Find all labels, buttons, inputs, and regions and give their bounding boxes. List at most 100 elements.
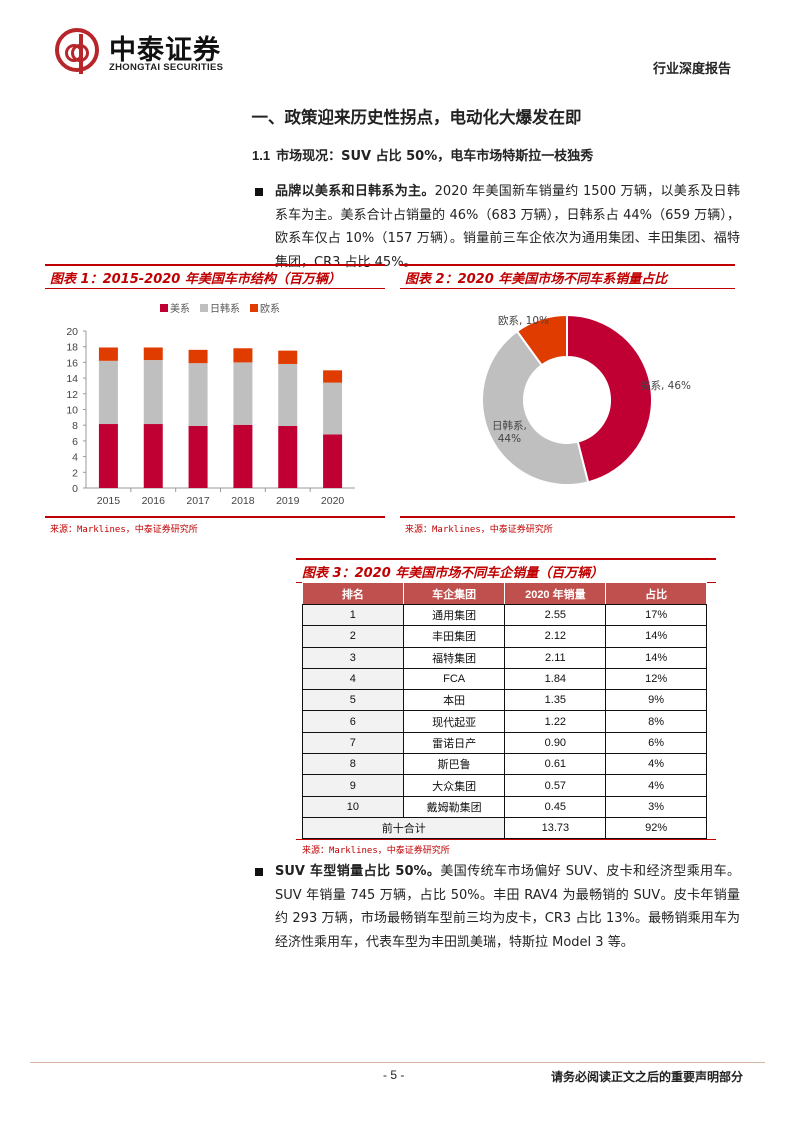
y-tick-label: 6 — [72, 436, 78, 448]
sales-cell: 2.12 — [504, 625, 607, 648]
share-cell: 12% — [605, 667, 707, 691]
bar-segment — [143, 424, 163, 488]
y-tick-label: 10 — [66, 405, 78, 417]
table-row: 8 斯巴鲁 0.61 4% — [302, 753, 707, 776]
x-tick-label: 2017 — [186, 495, 210, 507]
share-cell: 3% — [605, 795, 707, 818]
sales-cell: 1.22 — [504, 710, 607, 733]
figure1-title-rule — [45, 288, 385, 289]
paragraph-lead: SUV 车型销量占比 50%。 — [275, 864, 441, 879]
col-sales: 2020 年销量 — [504, 582, 607, 605]
bar-segment — [278, 363, 298, 426]
y-tick-label: 14 — [66, 373, 78, 385]
share-cell: 8% — [605, 710, 707, 733]
col-share: 占比 — [605, 582, 707, 605]
total-sales-cell: 13.73 — [504, 816, 607, 840]
bar-segment — [323, 434, 343, 488]
bar-segment — [278, 425, 298, 488]
donut-label-eu: 欧系, 10% — [498, 315, 550, 327]
share-cell: 9% — [605, 689, 707, 712]
table-row: 3 福特集团 2.11 14% — [302, 646, 707, 669]
donut-chart — [481, 313, 653, 486]
bar-segment — [233, 348, 253, 363]
figure1-bottom-rule — [45, 516, 385, 518]
bar-segment — [98, 360, 118, 425]
table-row: 4 FCA 1.84 12% — [302, 667, 707, 691]
sales-table: 排名 车企集团 2020 年销量 占比 1 通用集团 2.55 17% 2 丰田集团 2.1… — [301, 582, 707, 840]
bar-segment — [188, 363, 208, 426]
page-number: - 5 - — [383, 1068, 405, 1082]
table-row: 6 现代起亚 1.22 8% — [302, 710, 707, 733]
figure3-source: 来源：Marklines，中泰证券研究所 — [302, 846, 450, 856]
figure2-title-rule — [400, 288, 735, 289]
figure3-bottom-rule — [296, 839, 716, 840]
rank-cell: 2 — [302, 625, 404, 648]
table-row: 1 通用集团 2.55 17% — [302, 603, 707, 627]
sales-cell: 0.45 — [504, 795, 607, 818]
figure1-source: 来源：Marklines，中泰证券研究所 — [50, 525, 198, 535]
subsection-title: 1.1 市场现况：SUV 占比 50%，电车市场特斯拉一枝独秀 — [252, 145, 593, 164]
group-cell: FCA — [402, 667, 506, 691]
rank-cell: 7 — [302, 731, 404, 755]
total-share-cell: 92% — [605, 816, 707, 840]
bar-segment — [98, 347, 118, 361]
figure1-legend: 美系 日韩系 欧系 — [160, 300, 280, 315]
logo-english-name: ZHONGTAI SECURITIES — [109, 62, 224, 73]
y-tick-label: 12 — [66, 389, 78, 401]
figure3-top-rule — [296, 558, 716, 560]
donut-slice — [481, 329, 590, 486]
y-tick-label: 20 — [66, 326, 78, 338]
sales-cell: 2.11 — [504, 646, 607, 669]
bullet-icon — [255, 188, 263, 196]
stacked-bar-chart: 0 2 4 6 8 10 12 14 16 18 20 2015 2016 2017 2018 2019 20… — [66, 326, 355, 507]
figure2-title: 图表 2：2020 年美国市场不同车系销量占比 — [405, 272, 668, 287]
sales-cell: 0.90 — [504, 731, 607, 755]
sales-cell: 2.55 — [504, 603, 607, 627]
y-tick-label: 4 — [72, 452, 78, 464]
sales-cell: 1.84 — [504, 667, 607, 691]
share-cell: 4% — [605, 774, 707, 797]
group-cell: 大众集团 — [402, 774, 506, 797]
bar-segment — [188, 425, 208, 488]
table-row: 10 戴姆勒集团 0.45 3% — [302, 795, 707, 818]
total-label-cell: 前十合计 — [301, 816, 506, 840]
col-group: 车企集团 — [402, 582, 506, 605]
y-tick-label: 8 — [72, 420, 78, 432]
legend-item-us: 美系 — [160, 300, 190, 315]
table-header-row: 排名 车企集团 2020 年销量 占比 — [302, 582, 707, 605]
bar-segment — [143, 360, 163, 425]
table-row: 2 丰田集团 2.12 14% — [302, 625, 707, 648]
table-row: 9 大众集团 0.57 4% — [302, 774, 707, 797]
report-type-label: 行业深度报告 — [652, 62, 731, 77]
paragraph-body: 美国传统车市场偏好 SUV、皮卡和经济型乘用车。SUV 年销量 745 万辆，占… — [275, 864, 740, 950]
group-cell: 本田 — [402, 689, 506, 712]
figure2-top-rule — [400, 264, 735, 266]
y-tick-label: 18 — [66, 342, 78, 354]
subsection-number: 1.1 — [252, 148, 271, 163]
footer-rule — [30, 1062, 765, 1063]
group-cell: 丰田集团 — [402, 625, 506, 648]
rank-cell: 1 — [302, 603, 404, 627]
x-tick-label: 2015 — [97, 495, 121, 507]
bar-segment — [143, 347, 163, 361]
x-tick-label: 2016 — [142, 495, 166, 507]
x-tick-label: 2018 — [231, 495, 255, 507]
rank-cell: 10 — [302, 795, 404, 818]
bar-segment — [323, 382, 343, 435]
paragraph-suv: SUV 车型销量占比 50%。美国传统车市场偏好 SUV、皮卡和经济型乘用车。S… — [255, 860, 740, 954]
rank-cell: 5 — [302, 689, 404, 712]
table-row: 5 本田 1.35 9% — [302, 689, 707, 712]
rank-cell: 9 — [302, 774, 404, 797]
donut-label-jk: 日韩系, 44% — [492, 420, 527, 445]
share-cell: 17% — [605, 603, 707, 627]
group-cell: 通用集团 — [402, 603, 506, 627]
subsection-text: 市场现况：SUV 占比 50%，电车市场特斯拉一枝独秀 — [276, 149, 594, 164]
footer-disclaimer: 请务必阅读正文之后的重要声明部分 — [550, 1070, 743, 1084]
paragraph-body: 2020 年美国新车销量约 1500 万辆，以美系及日韩系车为主。美系合计占销量… — [275, 184, 740, 270]
share-cell: 14% — [605, 625, 707, 648]
bar-segment — [323, 370, 343, 383]
table-row: 7 雷诺日产 0.90 6% — [302, 731, 707, 755]
legend-item-eu: 欧系 — [250, 300, 280, 315]
legend-item-jk: 日韩系 — [200, 300, 240, 315]
rank-cell: 4 — [302, 667, 404, 691]
